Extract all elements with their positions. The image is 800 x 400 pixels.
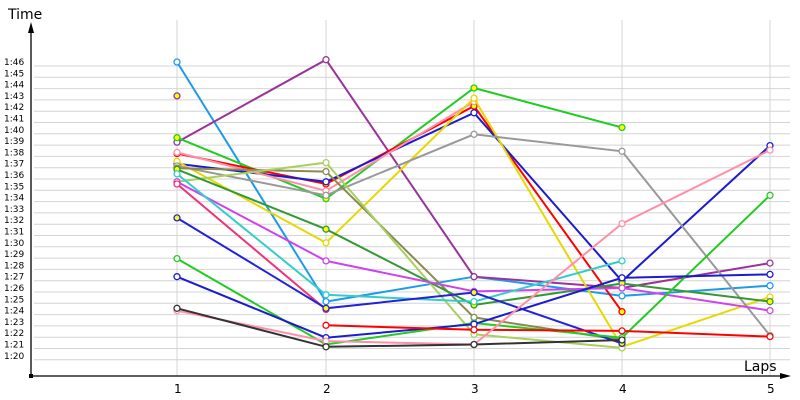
series-purple xyxy=(173,92,181,100)
data-point xyxy=(618,308,626,316)
data-point xyxy=(322,178,330,186)
y-axis-label: Time xyxy=(7,7,42,23)
y-tick-label: 1:23 xyxy=(4,318,24,328)
data-point xyxy=(173,170,181,178)
data-point xyxy=(322,291,330,299)
data-point xyxy=(173,273,181,281)
data-point xyxy=(618,147,626,155)
data-point xyxy=(173,148,181,157)
data-point xyxy=(618,219,626,228)
data-point xyxy=(322,343,330,351)
y-tick-label: 1:40 xyxy=(4,126,24,136)
x-axis-ticks: 1 2 3 4 5 xyxy=(174,382,775,396)
data-point xyxy=(766,259,774,267)
y-tick-label: 1:30 xyxy=(4,239,24,249)
data-point xyxy=(470,288,478,297)
x-axis-label: Laps xyxy=(744,359,777,375)
data-point xyxy=(322,167,330,176)
data-point xyxy=(322,56,330,64)
data-point xyxy=(470,340,478,349)
y-tick-label: 1:29 xyxy=(4,250,24,260)
data-point xyxy=(173,134,181,142)
series-charcoal xyxy=(173,304,626,351)
data-point xyxy=(470,130,478,138)
y-tick-label: 1:21 xyxy=(4,341,24,351)
data-point xyxy=(766,270,774,279)
series-yellow-green xyxy=(173,158,626,352)
y-tick-label: 1:33 xyxy=(4,205,24,215)
y-tick-label: 1:36 xyxy=(4,171,24,181)
series-blue-low xyxy=(173,270,774,342)
data-point xyxy=(322,225,330,233)
y-axis-ticks: 1:201:21 1:221:231:24 1:251:261:27 1:281:29… xyxy=(4,58,24,362)
y-tick-label: 1:35 xyxy=(4,182,24,192)
y-axis-arrow-icon xyxy=(28,22,34,33)
data-point xyxy=(470,94,478,102)
data-point xyxy=(470,326,478,334)
y-tick-label: 1:43 xyxy=(4,92,24,102)
series-teal xyxy=(173,170,626,306)
y-tick-label: 1:20 xyxy=(4,352,24,362)
data-point xyxy=(173,304,181,312)
x-tick-label: 4 xyxy=(619,382,627,396)
y-tick-label: 1:26 xyxy=(4,284,24,294)
data-point xyxy=(766,191,774,199)
data-point xyxy=(618,336,626,344)
x-tick-label: 3 xyxy=(471,382,479,396)
y-tick-label: 1:42 xyxy=(4,103,24,113)
y-tick-label: 1:32 xyxy=(4,216,24,226)
data-point xyxy=(322,239,330,247)
y-tick-label: 1:38 xyxy=(4,148,24,158)
data-point xyxy=(470,84,478,92)
y-tick-label: 1:22 xyxy=(4,329,24,339)
data-point xyxy=(470,273,478,281)
data-point xyxy=(322,304,330,312)
gridlines xyxy=(34,20,790,376)
y-tick-label: 1:27 xyxy=(4,273,24,283)
data-point xyxy=(173,214,181,222)
y-tick-label: 1:37 xyxy=(4,160,24,170)
data-series xyxy=(173,56,774,352)
data-point xyxy=(766,282,774,290)
data-point xyxy=(618,327,626,335)
series-red-low xyxy=(322,321,774,341)
data-point xyxy=(618,292,626,300)
y-tick-label: 1:41 xyxy=(4,115,24,125)
y-tick-label: 1:39 xyxy=(4,137,24,147)
x-tick-label: 1 xyxy=(174,382,182,396)
y-tick-label: 1:34 xyxy=(4,194,24,204)
y-tick-label: 1:25 xyxy=(4,295,24,305)
data-point xyxy=(766,332,774,341)
data-point xyxy=(470,297,478,306)
data-point xyxy=(766,146,774,154)
x-tick-label: 5 xyxy=(767,382,775,396)
data-point xyxy=(618,123,626,132)
y-tick-label: 1:45 xyxy=(4,69,24,79)
data-point xyxy=(618,284,626,292)
data-point xyxy=(618,274,626,282)
data-point xyxy=(322,321,330,329)
data-point xyxy=(470,109,478,117)
y-tick-label: 1:44 xyxy=(4,81,24,91)
data-point xyxy=(322,257,330,265)
x-axis-arrow-icon xyxy=(780,373,791,379)
data-point xyxy=(322,158,330,167)
data-point xyxy=(618,257,626,265)
y-tick-label: 1:24 xyxy=(4,307,24,317)
axes xyxy=(28,22,791,379)
y-tick-label: 1:28 xyxy=(4,261,24,271)
x-tick-label: 2 xyxy=(323,382,331,396)
y-tick-label: 1:31 xyxy=(4,228,24,238)
data-point xyxy=(322,297,330,306)
data-point xyxy=(173,92,181,100)
data-point xyxy=(173,254,181,263)
data-point xyxy=(173,180,181,188)
series-olive xyxy=(173,164,626,344)
data-point xyxy=(322,191,330,199)
y-tick-label: 1:46 xyxy=(4,58,24,68)
data-point xyxy=(766,306,774,315)
data-point xyxy=(173,58,181,66)
data-point xyxy=(766,297,774,306)
